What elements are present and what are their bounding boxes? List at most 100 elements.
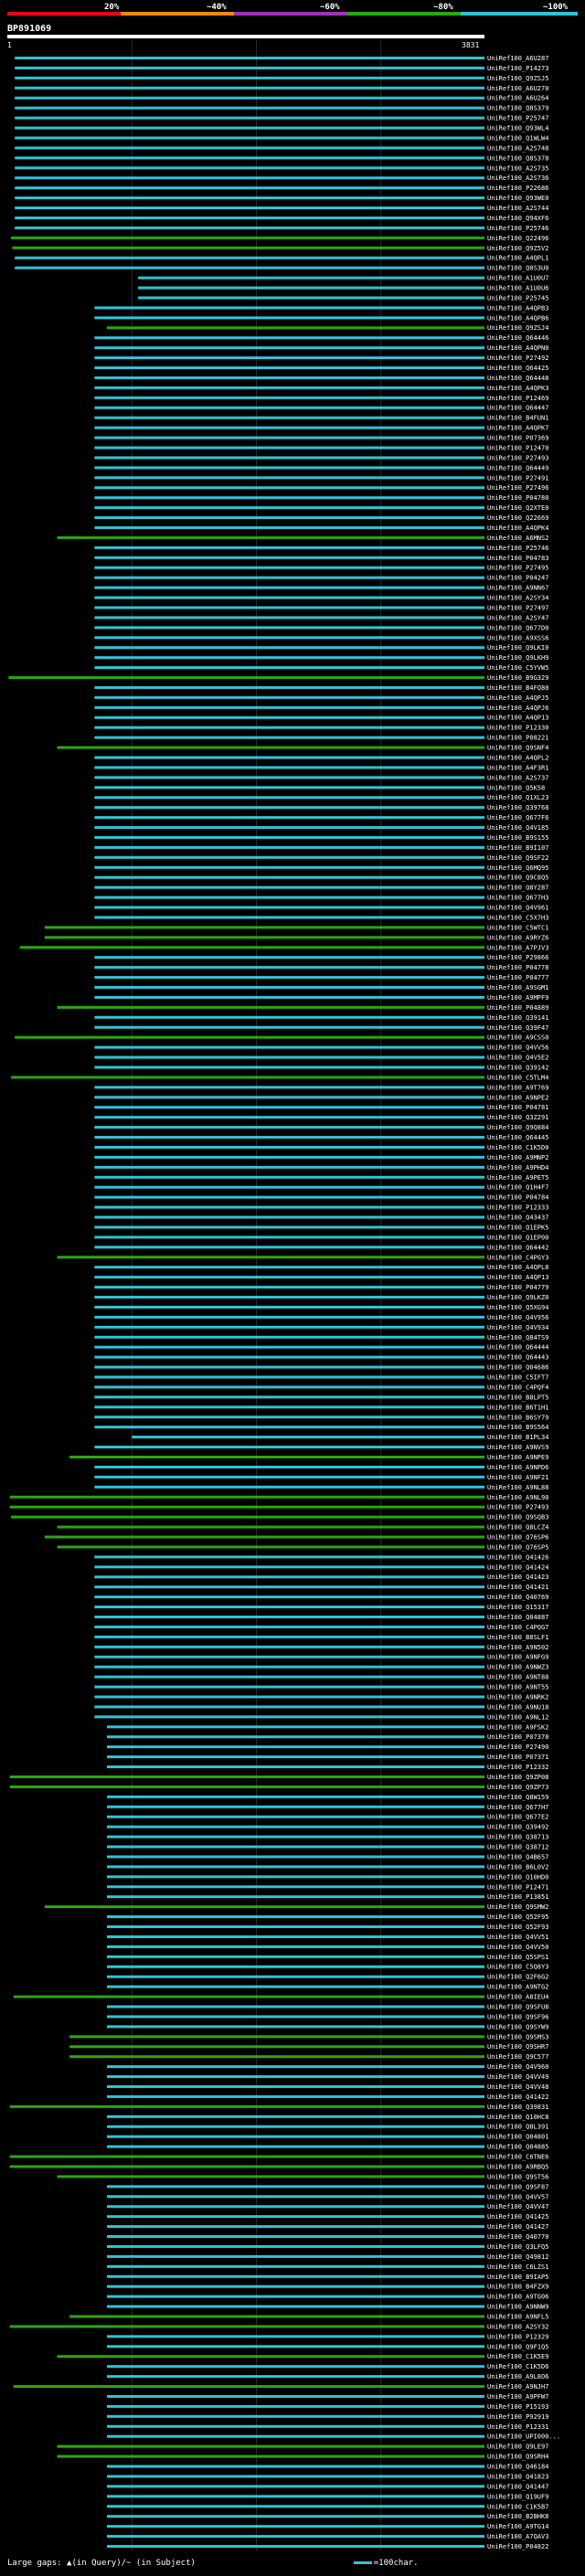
hit-bar[interactable]: [94, 1705, 485, 1709]
hit-bar[interactable]: [138, 286, 484, 290]
hit-bar[interactable]: [94, 695, 485, 699]
hit-bar[interactable]: [107, 2365, 484, 2369]
hit-label[interactable]: UniRef100_A4QPL8: [487, 1264, 548, 1271]
hit-label[interactable]: UniRef100_Q9SHR7: [487, 2043, 548, 2051]
hit-bar[interactable]: [94, 1555, 485, 1559]
hit-label[interactable]: UniRef100_Q9C577: [487, 2053, 548, 2061]
hit-bar[interactable]: [94, 1215, 485, 1219]
hit-label[interactable]: UniRef100_Q10HD0: [487, 1873, 548, 1881]
hit-bar[interactable]: [94, 1296, 485, 1299]
hit-bar[interactable]: [94, 306, 485, 310]
hit-bar[interactable]: [94, 486, 485, 490]
hit-label[interactable]: UniRef100_C5X7H3: [487, 914, 548, 921]
hit-bar[interactable]: [94, 896, 485, 899]
hit-bar[interactable]: [94, 1205, 485, 1209]
hit-bar[interactable]: [94, 705, 485, 709]
hit-label[interactable]: UniRef100_B6L0V2: [487, 1863, 548, 1871]
hit-label[interactable]: UniRef100_C6LZS1: [487, 2263, 548, 2271]
hit-bar[interactable]: [107, 1745, 484, 1749]
hit-label[interactable]: UniRef100_Q52F95: [487, 1913, 548, 1921]
hit-label[interactable]: UniRef100_A9NL90: [487, 1494, 548, 1501]
hit-label[interactable]: UniRef100_P12332: [487, 1764, 548, 1771]
hit-bar[interactable]: [94, 476, 485, 480]
hit-bar[interactable]: [94, 1426, 485, 1429]
hit-bar[interactable]: [94, 626, 485, 630]
hit-label[interactable]: UniRef100_C6TNE6: [487, 2154, 548, 2161]
hit-bar[interactable]: [94, 606, 485, 610]
hit-bar[interactable]: [107, 2495, 484, 2498]
hit-label[interactable]: UniRef100_Q40770: [487, 2233, 548, 2241]
hit-label[interactable]: UniRef100_Q43437: [487, 1214, 548, 1222]
hit-label[interactable]: UniRef100_Q3LFQ5: [487, 2243, 548, 2251]
hit-label[interactable]: UniRef100_P25747: [487, 115, 548, 122]
hit-bar[interactable]: [57, 535, 484, 539]
hit-bar[interactable]: [94, 356, 485, 360]
hit-label[interactable]: UniRef100_Q84TS9: [487, 1334, 548, 1341]
hit-label[interactable]: UniRef100_Q9LKI0: [487, 644, 548, 652]
hit-bar[interactable]: [15, 116, 484, 120]
hit-label[interactable]: UniRef100_A9NPE9: [487, 1454, 548, 1461]
hit-bar[interactable]: [94, 1015, 485, 1019]
hit-bar[interactable]: [107, 2515, 484, 2518]
hit-label[interactable]: UniRef100_P12329: [487, 2333, 548, 2340]
hit-bar[interactable]: [94, 796, 485, 800]
hit-label[interactable]: UniRef100_P04822: [487, 2543, 548, 2550]
hit-label[interactable]: UniRef100_Q677H7: [487, 1804, 548, 1811]
hit-bar[interactable]: [69, 2055, 485, 2059]
hit-label[interactable]: UniRef100_A9NNW9: [487, 2304, 548, 2311]
hit-bar[interactable]: [107, 2015, 484, 2019]
hit-bar[interactable]: [94, 1645, 485, 1648]
hit-bar[interactable]: [94, 446, 485, 450]
hit-bar[interactable]: [107, 2195, 484, 2199]
hit-label[interactable]: UniRef100_Q4V960: [487, 2063, 548, 2071]
hit-label[interactable]: UniRef100_P15193: [487, 2403, 548, 2411]
hit-label[interactable]: UniRef100_A4QPL1: [487, 255, 548, 262]
hit-bar[interactable]: [94, 1325, 485, 1329]
hit-label[interactable]: UniRef100_Q9SYW9: [487, 2023, 548, 2030]
hit-label[interactable]: UniRef100_A9RBQ5: [487, 2163, 548, 2170]
hit-label[interactable]: UniRef100_Q9Q884: [487, 1124, 548, 1131]
hit-label[interactable]: UniRef100_P92919: [487, 2413, 548, 2421]
hit-label[interactable]: UniRef100_Q04887: [487, 1614, 548, 1621]
hit-bar[interactable]: [94, 1385, 485, 1389]
hit-bar[interactable]: [107, 2375, 484, 2379]
hit-label[interactable]: UniRef100_Q41425: [487, 2213, 548, 2221]
hit-label[interactable]: UniRef100_A2SY34: [487, 595, 548, 602]
hit-bar[interactable]: [107, 1975, 484, 1978]
hit-label[interactable]: UniRef100_A9NFG9: [487, 1654, 548, 1661]
hit-label[interactable]: UniRef100_A4QPJ6: [487, 705, 548, 712]
hit-bar[interactable]: [107, 1955, 484, 1958]
hit-label[interactable]: UniRef100_C5TLM4: [487, 1074, 548, 1081]
hit-bar[interactable]: [94, 1055, 485, 1059]
hit-bar[interactable]: [94, 1126, 485, 1129]
hit-label[interactable]: UniRef100_Q1EPK5: [487, 1224, 548, 1231]
hit-label[interactable]: UniRef100_P04783: [487, 555, 548, 562]
hit-label[interactable]: UniRef100_Q39768: [487, 804, 548, 811]
hit-label[interactable]: UniRef100_Q4V185: [487, 824, 548, 832]
hit-label[interactable]: UniRef100_A7PJV3: [487, 944, 548, 951]
hit-label[interactable]: UniRef100_P14273: [487, 65, 548, 72]
hit-label[interactable]: UniRef100_P04777: [487, 974, 548, 981]
hit-label[interactable]: UniRef100_P27493: [487, 454, 548, 461]
hit-label[interactable]: UniRef100_P07371: [487, 1754, 548, 1761]
hit-label[interactable]: UniRef100_Q2F6G2: [487, 1974, 548, 1981]
hit-label[interactable]: UniRef100_Q1EP00: [487, 1234, 548, 1241]
hit-bar[interactable]: [94, 1485, 485, 1489]
hit-bar[interactable]: [94, 816, 485, 820]
hit-label[interactable]: UniRef100_Q39141: [487, 1014, 548, 1022]
hit-bar[interactable]: [57, 1256, 484, 1259]
hit-bar[interactable]: [94, 1606, 485, 1609]
hit-bar[interactable]: [107, 1765, 484, 1769]
hit-bar[interactable]: [94, 1045, 485, 1049]
hit-label[interactable]: UniRef100_A9RYZ6: [487, 934, 548, 941]
hit-bar[interactable]: [44, 926, 485, 929]
hit-label[interactable]: UniRef100_Q76SP5: [487, 1543, 548, 1551]
hit-bar[interactable]: [107, 2535, 484, 2539]
hit-label[interactable]: UniRef100_Q64443: [487, 1354, 548, 1362]
hit-label[interactable]: UniRef100_A4QPK4: [487, 525, 548, 532]
hit-label[interactable]: UniRef100_Q64442: [487, 1244, 548, 1251]
hit-bar[interactable]: [94, 576, 485, 579]
hit-label[interactable]: UniRef100_A9NU18: [487, 1703, 548, 1711]
hit-bar[interactable]: [9, 1505, 484, 1509]
hit-label[interactable]: UniRef100_A9T769: [487, 1084, 548, 1091]
